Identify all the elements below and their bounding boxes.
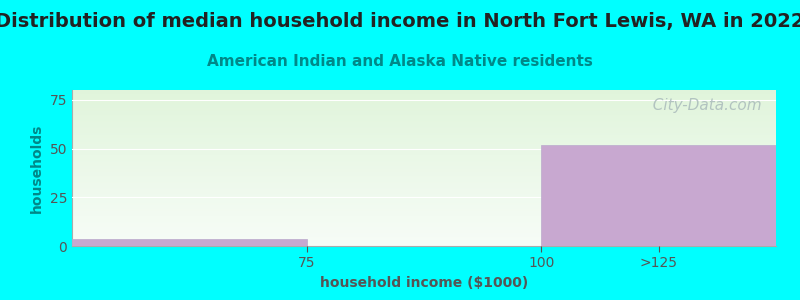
Text: Distribution of median household income in North Fort Lewis, WA in 2022: Distribution of median household income … (0, 12, 800, 31)
Bar (72, 239, 306, 246)
Text: City-Data.com: City-Data.com (643, 98, 762, 113)
Text: American Indian and Alaska Native residents: American Indian and Alaska Native reside… (207, 54, 593, 69)
X-axis label: household income ($1000): household income ($1000) (320, 276, 528, 290)
Bar (542, 145, 776, 246)
Y-axis label: households: households (30, 123, 44, 213)
